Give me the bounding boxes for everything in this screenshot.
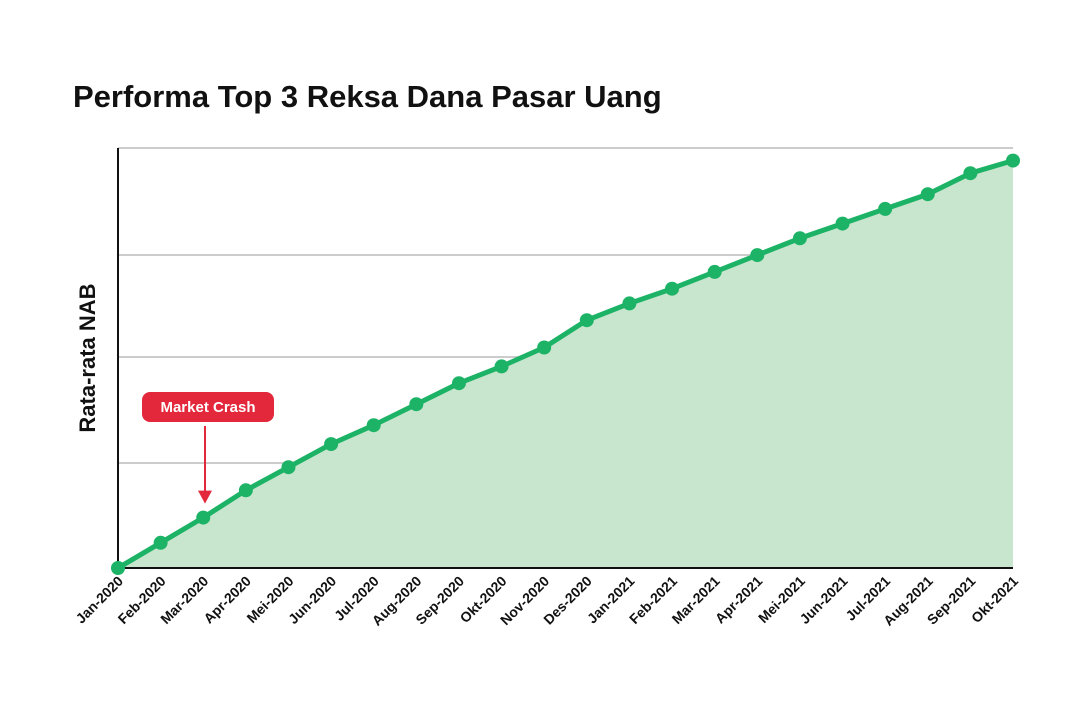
data-point-okt-2021	[1006, 153, 1020, 168]
data-point-jun-2020	[324, 437, 339, 452]
data-point-jan-2020	[111, 561, 125, 575]
annotation-box	[142, 392, 274, 422]
data-point-sep-2021	[963, 166, 978, 181]
annotation-market-crash: Market Crash	[142, 392, 274, 504]
series-line	[115, 158, 1016, 571]
data-point-feb-2020	[153, 535, 168, 550]
x-tick-labels: Jan-2020Feb-2020Mar-2020Apr-2020Mei-2020…	[72, 573, 1021, 629]
annotations: Market Crash	[142, 392, 274, 504]
data-point-mei-2021	[792, 231, 807, 246]
data-point-okt-2020	[494, 359, 509, 374]
data-point-des-2020	[579, 313, 594, 328]
data-point-mar-2020	[196, 510, 211, 525]
axes	[117, 148, 1013, 569]
data-point-jul-2021	[878, 201, 893, 216]
data-point-feb-2021	[665, 281, 680, 296]
chart-title: Performa Top 3 Reksa Dana Pasar Uang	[73, 79, 662, 114]
data-points	[111, 153, 1020, 575]
area-fill	[118, 160, 1013, 568]
annotation-arrow-head	[198, 490, 212, 504]
data-point-sep-2020	[451, 376, 466, 391]
x-tick-label: Okt-2021	[968, 573, 1021, 626]
data-point-aug-2021	[920, 187, 935, 202]
data-point-jul-2020	[366, 418, 381, 433]
data-point-apr-2021	[750, 248, 765, 263]
data-point-jun-2021	[835, 216, 850, 231]
series-line-layer	[115, 158, 1016, 571]
data-point-jan-2021	[622, 296, 637, 311]
data-point-aug-2020	[409, 397, 424, 412]
data-point-nov-2020	[537, 340, 552, 355]
data-point-mar-2021	[707, 264, 722, 279]
data-point-mei-2020	[281, 460, 296, 475]
area-fill-layer	[118, 160, 1013, 568]
y-axis-label: Rata-rata NAB	[75, 283, 100, 432]
data-point-apr-2020	[238, 483, 253, 498]
annotation-label: Market Crash	[160, 399, 255, 416]
